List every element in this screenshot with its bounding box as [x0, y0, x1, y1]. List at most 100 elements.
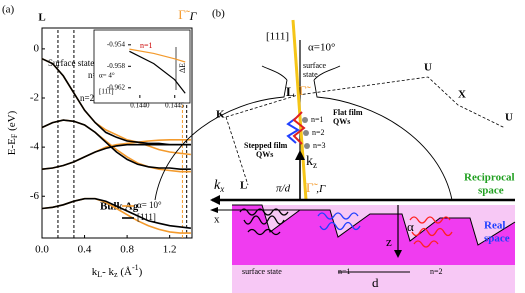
stepped-levels	[286, 117, 300, 144]
y-tick-label: -0.962	[107, 83, 126, 91]
y-label-part: (eV)	[6, 110, 18, 133]
annotation: n=2	[80, 93, 94, 103]
point-label: L	[286, 84, 295, 99]
diagram-label: Reciprocal	[464, 172, 515, 184]
inset-annotation: α= 4°	[99, 72, 115, 80]
kx-part: k	[214, 178, 221, 193]
point-label: Γ̃	[299, 83, 312, 98]
level-dot	[302, 117, 308, 123]
axis-tilted	[291, 19, 308, 201]
diagram-label: [111]	[266, 31, 289, 43]
y-tick-label: -6	[30, 190, 40, 202]
step-edge	[232, 204, 516, 246]
x-tick-label: 0.4	[78, 244, 92, 256]
wave-n1	[317, 212, 361, 231]
panel-label: (b)	[212, 8, 225, 20]
kz-part: k	[306, 154, 313, 169]
gamma-part: ,Γ	[314, 183, 327, 195]
inset-annotation: n=1	[140, 41, 153, 50]
x-label-part: )	[139, 266, 143, 278]
diagram-label: x	[214, 214, 220, 226]
diagram-label: surface state	[242, 267, 282, 276]
x-label-part: (Å	[118, 266, 132, 278]
diagram-label: z	[386, 234, 392, 249]
diagram-label: d	[372, 275, 379, 290]
arrow-head	[210, 195, 220, 205]
y-tick-label: 0	[34, 42, 40, 54]
point-label: X	[458, 89, 466, 101]
level-dot	[303, 130, 309, 136]
arrow-head	[295, 150, 305, 160]
plot-frame	[41, 27, 193, 239]
series-line	[129, 48, 186, 63]
diagram-label: QWs	[333, 117, 350, 126]
y-tick-label: -0.958	[107, 62, 126, 70]
diagram-label: space	[484, 233, 510, 245]
diagram-label: QWs	[256, 150, 273, 159]
panel-label: (a)	[2, 4, 15, 16]
y-tick-label: -4	[30, 141, 40, 153]
diagram-label: state	[303, 70, 318, 79]
level-label: n=2	[312, 128, 325, 137]
x-label-part: L	[97, 270, 102, 279]
level-dot	[304, 143, 310, 149]
brillouin-zone	[154, 79, 453, 201]
point-label: U	[424, 62, 432, 74]
series-line	[129, 50, 186, 94]
stepped-film	[232, 205, 515, 265]
y-tick-label: -0.954	[107, 40, 126, 48]
y-tick-label: -2	[30, 92, 39, 104]
legend-label: [111]	[137, 212, 156, 222]
inset-annotation: [111]	[99, 88, 114, 96]
diagram-label: Real	[484, 220, 505, 232]
level-label: n=3	[313, 141, 326, 150]
flat-levels	[292, 111, 306, 145]
diagram-label: Stepped film	[244, 141, 288, 150]
y-label-part: F	[10, 133, 19, 138]
x-label-part: -1	[132, 263, 139, 272]
inset-frame	[93, 29, 191, 104]
x-tick-label: 0.1445	[165, 102, 185, 110]
inset-annotation: ΔE	[178, 63, 187, 73]
arrow-head	[210, 207, 218, 213]
level-label: n=1	[311, 115, 324, 124]
point-label: L	[240, 180, 247, 192]
wave-n2	[409, 216, 453, 248]
point-label: K	[216, 109, 225, 121]
x-tick-label: 0.0	[35, 244, 49, 256]
diagram-label: α	[407, 219, 414, 234]
diagram-label: kz	[306, 154, 317, 170]
x-tick-label: 1.2	[163, 244, 177, 256]
series-line	[41, 143, 191, 170]
x-label-part: - k	[102, 266, 114, 278]
kx-part: x	[219, 184, 224, 194]
diagram-label: π/d	[276, 183, 291, 195]
legend-label: α= 10°	[137, 200, 162, 210]
point-label: Γ	[189, 9, 198, 23]
y-label-part: E-E	[6, 138, 18, 155]
diagram-label: Γ̃ ,Γ	[306, 180, 326, 195]
diagram-label: space	[478, 185, 504, 197]
point-label: L	[38, 12, 45, 24]
diagram-label: n=2	[430, 267, 443, 276]
zone-edges	[225, 76, 506, 186]
point-label: U	[505, 112, 513, 124]
zone-neck	[261, 65, 341, 81]
x-tick-label: 0.8	[120, 244, 134, 256]
x-axis-label: kL- kz (Å-1)	[92, 263, 143, 279]
y-axis-label: E-EF (eV)	[6, 110, 19, 155]
diagram-label: kx	[214, 178, 224, 194]
diagram-label: Flat film	[333, 108, 363, 117]
diagram-label: α=10°	[308, 42, 335, 54]
x-label-part: z	[114, 270, 118, 279]
diagram-label: n=1	[338, 267, 351, 276]
arrow-head	[394, 250, 402, 258]
annotation: Surface state	[48, 58, 94, 68]
diagram-label: surface	[303, 61, 327, 70]
x-label-part: k	[92, 266, 98, 278]
kz-part: z	[313, 160, 317, 170]
x-tick-label: 0.1440	[130, 102, 150, 110]
series-line	[41, 197, 191, 229]
wave-surface	[239, 208, 289, 236]
